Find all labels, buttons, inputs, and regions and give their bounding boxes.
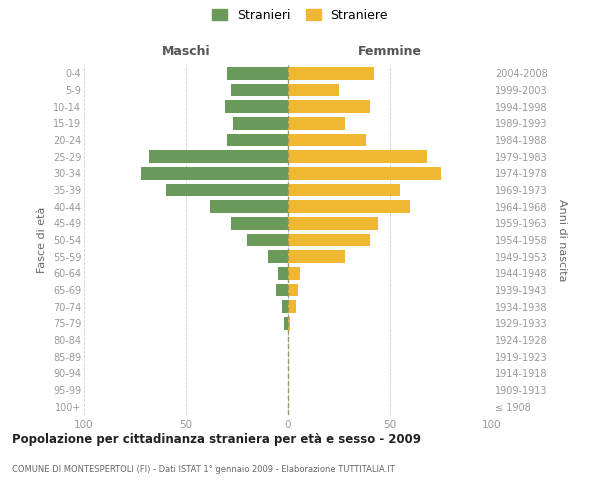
Bar bbox=[288, 184, 400, 196]
Bar bbox=[288, 284, 298, 296]
Bar bbox=[231, 84, 288, 96]
Bar bbox=[227, 134, 288, 146]
Bar bbox=[276, 284, 288, 296]
Bar bbox=[227, 67, 288, 80]
Y-axis label: Fasce di età: Fasce di età bbox=[37, 207, 47, 273]
Y-axis label: Anni di nascita: Anni di nascita bbox=[557, 198, 567, 281]
Bar bbox=[288, 84, 339, 96]
Bar bbox=[288, 250, 345, 263]
Bar bbox=[166, 184, 288, 196]
Bar bbox=[288, 134, 365, 146]
Text: Popolazione per cittadinanza straniera per età e sesso - 2009: Popolazione per cittadinanza straniera p… bbox=[12, 432, 421, 446]
Bar bbox=[288, 117, 345, 130]
Bar bbox=[231, 217, 288, 230]
Bar bbox=[141, 167, 288, 179]
Text: Maschi: Maschi bbox=[161, 46, 211, 59]
Text: COMUNE DI MONTESPERTOLI (FI) - Dati ISTAT 1° gennaio 2009 - Elaborazione TUTTITA: COMUNE DI MONTESPERTOLI (FI) - Dati ISTA… bbox=[12, 466, 395, 474]
Bar bbox=[149, 150, 288, 163]
Bar bbox=[247, 234, 288, 246]
Bar bbox=[288, 100, 370, 113]
Bar bbox=[288, 234, 370, 246]
Bar bbox=[288, 217, 378, 230]
Bar bbox=[288, 150, 427, 163]
Bar bbox=[233, 117, 288, 130]
Bar bbox=[268, 250, 288, 263]
Bar bbox=[288, 167, 441, 179]
Bar bbox=[278, 267, 288, 280]
Bar bbox=[282, 300, 288, 313]
Bar bbox=[288, 317, 290, 330]
Bar bbox=[225, 100, 288, 113]
Bar bbox=[288, 267, 300, 280]
Bar bbox=[288, 300, 296, 313]
Bar bbox=[288, 200, 410, 213]
Bar bbox=[211, 200, 288, 213]
Bar bbox=[288, 67, 374, 80]
Bar bbox=[284, 317, 288, 330]
Text: Femmine: Femmine bbox=[358, 46, 422, 59]
Legend: Stranieri, Straniere: Stranieri, Straniere bbox=[212, 8, 388, 22]
